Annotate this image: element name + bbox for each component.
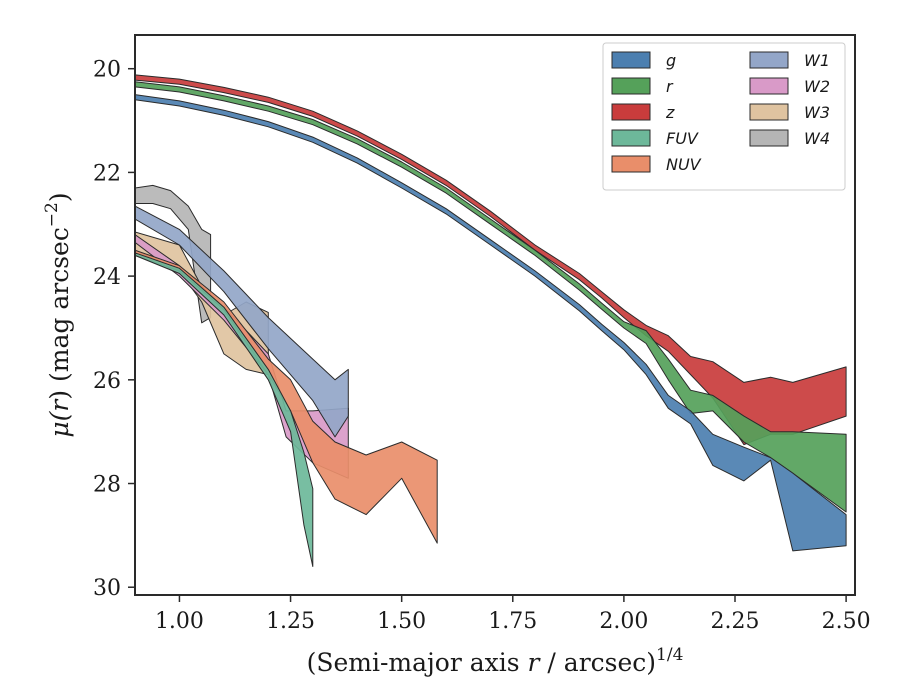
x-tick-label: 2.50 bbox=[822, 609, 871, 634]
x-axis-ticks: 1.00 1.25 1.50 1.75 2.00 2.25 2.50 bbox=[155, 595, 871, 634]
y-tick-label: 28 bbox=[93, 473, 121, 498]
band-fuv bbox=[135, 252, 314, 567]
x-tick-label: 1.25 bbox=[266, 609, 315, 634]
legend-label-fuv: FUV bbox=[666, 129, 699, 148]
y-tick-label: 20 bbox=[93, 58, 121, 83]
y-tick-label: 22 bbox=[93, 161, 121, 186]
plot-frame bbox=[134, 34, 856, 596]
legend: grz FUV NUV W1 W2 W3 W4 bbox=[602, 42, 846, 191]
y-tick-label: 30 bbox=[93, 576, 121, 601]
series-bands bbox=[135, 74, 847, 567]
legend-swatch-w4 bbox=[749, 129, 789, 147]
legend-swatch-fuv bbox=[611, 129, 651, 147]
legend-swatch-w2 bbox=[749, 77, 789, 95]
y-tick-label: 24 bbox=[93, 265, 121, 290]
legend-swatch-z bbox=[611, 103, 651, 121]
legend-swatch-nuv bbox=[611, 155, 651, 173]
legend-label-w1: W1 bbox=[804, 51, 830, 70]
band-r bbox=[135, 81, 847, 513]
legend-swatch-r bbox=[611, 77, 651, 95]
legend-label-w4: W4 bbox=[804, 129, 830, 148]
x-tick-label: 2.25 bbox=[711, 609, 760, 634]
band-z bbox=[135, 74, 847, 446]
y-axis-ticks: 20 22 24 26 28 30 bbox=[93, 58, 135, 601]
y-axis-title: μ(r) (mag arcsec−2) bbox=[42, 192, 74, 437]
legend-swatch-g bbox=[611, 51, 651, 69]
x-tick-label: 1.00 bbox=[155, 609, 204, 634]
legend-swatch-w3 bbox=[749, 103, 789, 121]
x-axis-title: (Semi-major axis r / arcsec)1/4 bbox=[307, 645, 684, 677]
legend-label-w3: W3 bbox=[804, 103, 830, 122]
x-tick-label: 1.75 bbox=[488, 609, 537, 634]
band-g bbox=[135, 94, 847, 552]
legend-label-r: r bbox=[666, 77, 674, 96]
x-tick-label: 2.00 bbox=[599, 609, 648, 634]
legend-label-w2: W2 bbox=[804, 77, 830, 96]
band-w1 bbox=[135, 205, 349, 438]
legend-label-nuv: NUV bbox=[666, 155, 702, 174]
y-tick-label: 26 bbox=[93, 369, 121, 394]
legend-label-z: z bbox=[665, 103, 675, 122]
legend-label-g: g bbox=[666, 51, 676, 70]
legend-swatch-w1 bbox=[749, 51, 789, 69]
x-tick-label: 1.50 bbox=[377, 609, 426, 634]
